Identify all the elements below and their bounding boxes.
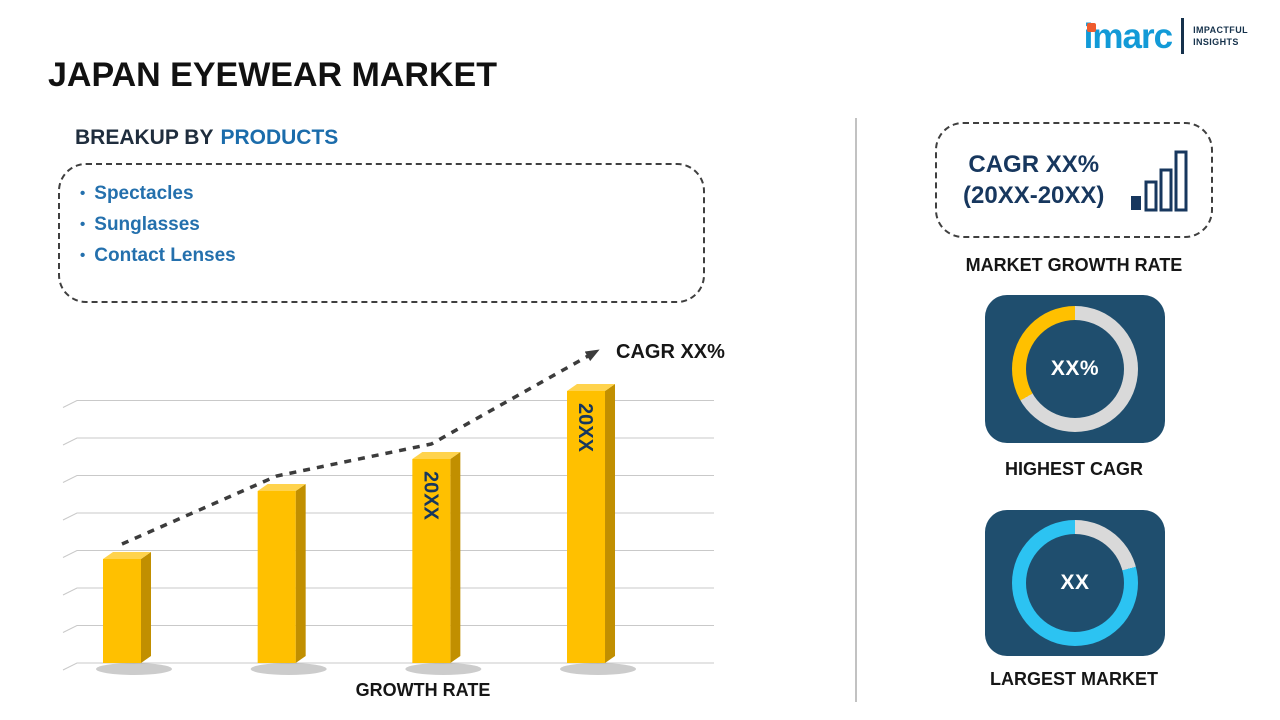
imarc-logo: imarc IMPACTFUL INSIGHTS <box>1084 18 1248 54</box>
product-item-label: Sunglasses <box>94 214 200 235</box>
gridline <box>62 437 714 446</box>
bar <box>412 459 451 663</box>
bar-shadow <box>405 663 482 675</box>
bullet-icon: • <box>80 216 86 233</box>
bar-top-face <box>567 384 616 391</box>
gridline <box>62 550 714 558</box>
gridline <box>62 662 714 671</box>
market-growth-rate-label: MARKET GROWTH RATE <box>965 255 1183 275</box>
largest-market-label: LARGEST MARKET <box>990 669 1158 689</box>
gridline <box>62 587 714 596</box>
product-item-spectacles: • Spectacles <box>80 178 703 209</box>
largest-market-donut-hole: XX <box>1026 534 1124 632</box>
chart-x-axis-label: GROWTH RATE <box>355 680 491 700</box>
bar-side-face <box>450 452 461 663</box>
bar-side-face <box>141 552 151 663</box>
product-item-sunglasses: • Sunglasses <box>80 209 703 240</box>
bar-top-face <box>412 452 461 459</box>
product-item-contact-lenses: • Contact Lenses <box>80 240 703 271</box>
logo-tagline: IMPACTFUL INSIGHTS <box>1193 24 1248 48</box>
imarc-logo-text: imarc <box>1083 16 1173 56</box>
logo-divider <box>1181 18 1185 54</box>
gridline <box>62 512 714 521</box>
highest-cagr-donut-hole: XX% <box>1026 320 1124 418</box>
bar-side-face <box>295 484 306 663</box>
chart-cagr-annotation: CAGR XX% <box>616 341 725 363</box>
bullet-icon: • <box>80 185 86 202</box>
largest-market-value: XX <box>1060 571 1090 594</box>
trend-arrow <box>121 349 600 546</box>
bar-shadow <box>250 663 327 675</box>
gridline <box>62 400 714 408</box>
logo-tagline-line2: INSIGHTS <box>1193 37 1239 47</box>
bar <box>257 491 296 663</box>
highest-cagr-value: XX% <box>1050 357 1100 380</box>
vertical-divider <box>855 118 857 702</box>
bar-top-face <box>103 552 151 559</box>
bar-top-face <box>257 484 306 491</box>
bar-label: 20XX <box>419 471 441 521</box>
largest-market-donut: XX <box>1012 520 1138 646</box>
breakup-heading-prefix: BREAKUP BY <box>75 126 214 149</box>
imarc-logo-dot-icon <box>1086 22 1096 32</box>
cagr-summary-line1: CAGR XX% <box>968 150 1100 178</box>
bullet-icon: • <box>80 247 86 264</box>
gridline <box>62 475 714 483</box>
cagr-summary-line2: (20XX-20XX) <box>963 182 1105 209</box>
page-title: JAPAN EYEWEAR MARKET <box>48 56 497 94</box>
product-item-label: Contact Lenses <box>94 245 236 266</box>
bar-chart-icon <box>1131 150 1188 212</box>
growth-bar-chart: 20XX 20XX <box>62 335 722 687</box>
bar-shadow <box>96 663 172 675</box>
highest-cagr-donut: XX% <box>1012 306 1138 432</box>
cagr-summary-text: CAGR XX% (20XX-20XX) <box>963 149 1104 211</box>
gridline <box>62 625 714 633</box>
products-box: • Spectacles • Sunglasses • Contact Lens… <box>58 163 705 303</box>
product-item-label: Spectacles <box>94 183 194 204</box>
highest-cagr-tile: XX% <box>985 295 1165 443</box>
breakup-heading-highlight: PRODUCTS <box>220 126 339 149</box>
bar-label: 20XX <box>574 403 596 453</box>
cagr-summary-card: CAGR XX% (20XX-20XX) <box>935 122 1213 238</box>
bar <box>567 391 606 663</box>
bar-side-face <box>605 384 616 663</box>
imarc-logo-brand: imarc <box>1083 16 1173 56</box>
highest-cagr-label: HIGHEST CAGR <box>1004 459 1143 479</box>
largest-market-tile: XX <box>985 510 1165 656</box>
breakup-heading: BREAKUP BY PRODUCTS <box>75 126 338 150</box>
growth-chart-svg: 20XX 20XX <box>62 349 714 675</box>
bar-shadow <box>560 663 637 675</box>
logo-tagline-line1: IMPACTFUL <box>1193 24 1248 35</box>
bar <box>103 559 141 663</box>
